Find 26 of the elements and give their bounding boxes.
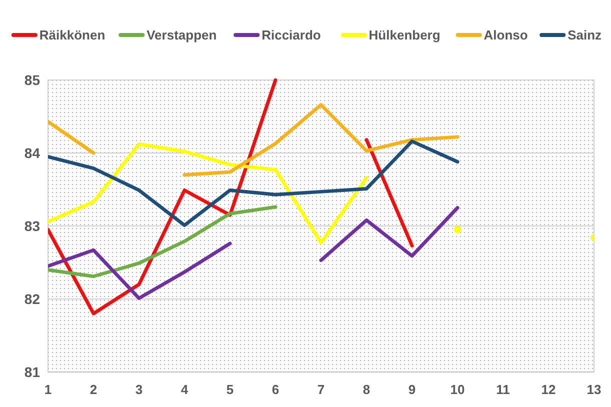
legend-label: Ricciardo bbox=[262, 28, 321, 43]
x-tick-label: 13 bbox=[586, 382, 602, 397]
x-tick-label: 5 bbox=[226, 382, 234, 397]
legend-label: Verstappen bbox=[146, 28, 217, 43]
x-tick-label: 8 bbox=[362, 382, 370, 397]
x-tick-label: 3 bbox=[135, 382, 143, 397]
x-tick-label: 7 bbox=[317, 382, 325, 397]
y-tick-label: 81 bbox=[24, 364, 40, 380]
legend-label: Hülkenberg bbox=[368, 28, 440, 43]
y-tick-label: 83 bbox=[24, 218, 40, 234]
x-tick-label: 10 bbox=[450, 382, 465, 397]
y-tick-label: 84 bbox=[24, 144, 40, 161]
x-tick-label: 2 bbox=[90, 382, 98, 397]
y-tick-label: 85 bbox=[24, 72, 40, 88]
x-tick-label: 4 bbox=[180, 382, 189, 397]
legend-label: Alonso bbox=[484, 28, 528, 43]
x-tick-label: 6 bbox=[272, 382, 280, 397]
legend-label: Räikkönen bbox=[39, 28, 106, 43]
x-tick-label: 9 bbox=[408, 382, 416, 397]
line-series bbox=[48, 205, 278, 278]
legend-label: Sainz bbox=[568, 28, 602, 43]
x-tick-label: 12 bbox=[541, 382, 556, 397]
x-tick-label: 1 bbox=[44, 382, 52, 397]
line-series bbox=[48, 140, 460, 228]
x-tick-label: 11 bbox=[496, 382, 510, 397]
y-tick-label: 82 bbox=[24, 290, 40, 307]
